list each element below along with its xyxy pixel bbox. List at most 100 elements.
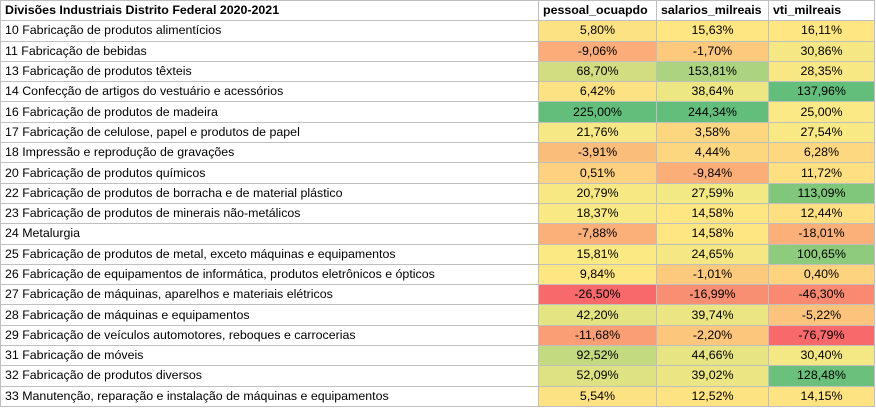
salarios-value-cell[interactable]: -1,70%: [656, 40, 769, 62]
salarios-value-cell[interactable]: 12,52%: [656, 385, 769, 407]
salarios-value-cell[interactable]: 24,65%: [656, 243, 769, 265]
division-label-cell[interactable]: 17 Fabricação de celulose, papel e produ…: [0, 121, 539, 144]
table-row: 11 Fabricação de bebidas -9,06% -1,70% 30,8…: [0, 40, 875, 62]
vti-value-cell[interactable]: 137,96%: [768, 81, 875, 103]
table-row: 33 Manutenção, reparação e instalação de…: [0, 385, 875, 407]
pessoal-value-cell[interactable]: 21,76%: [538, 121, 657, 144]
pessoal-value-cell[interactable]: 52,09%: [538, 365, 657, 387]
division-label-cell[interactable]: 18 Impressão e reprodução de gravações: [0, 142, 539, 164]
pessoal-value-cell[interactable]: 68,70%: [538, 60, 657, 83]
table-row: 28 Fabricação de máquinas e equipamentos…: [0, 304, 875, 326]
salarios-value-cell[interactable]: 4,44%: [656, 142, 769, 164]
table-body: 10 Fabricação de produtos alimentícios 5,…: [0, 20, 875, 407]
salarios-value-cell[interactable]: -2,20%: [656, 324, 769, 347]
vti-value-cell[interactable]: 0,40%: [768, 263, 875, 286]
division-label-cell[interactable]: 24 Metalurgia: [0, 223, 539, 245]
salarios-value-cell[interactable]: 27,59%: [656, 182, 769, 204]
salarios-value-cell[interactable]: 39,74%: [656, 304, 769, 326]
division-label-cell[interactable]: 20 Fabricação de produtos químicos: [0, 162, 539, 184]
table-row: 32 Fabricação de produtos diversos 52,09%…: [0, 365, 875, 387]
header-salarios-cell[interactable]: salarios_milreais: [656, 0, 769, 22]
division-label-cell[interactable]: 16 Fabricação de produtos de madeira: [0, 101, 539, 123]
header-vti-cell[interactable]: vti_milreais: [768, 0, 875, 22]
vti-value-cell[interactable]: 14,15%: [768, 385, 875, 407]
header-title-cell[interactable]: Divisões Industriais Distrito Federal 20…: [0, 0, 539, 22]
pessoal-value-cell[interactable]: 0,51%: [538, 162, 657, 184]
salarios-value-cell[interactable]: 39,02%: [656, 365, 769, 387]
pessoal-value-cell[interactable]: 5,54%: [538, 385, 657, 407]
division-label-cell[interactable]: 27 Fabricação de máquinas, aparelhos e m…: [0, 284, 539, 306]
salarios-value-cell[interactable]: -16,99%: [656, 284, 769, 306]
division-label-cell[interactable]: 11 Fabricação de bebidas: [0, 40, 539, 62]
pessoal-value-cell[interactable]: -11,68%: [538, 324, 657, 347]
division-label-cell[interactable]: 22 Fabricação de produtos de borracha e …: [0, 182, 539, 204]
salarios-value-cell[interactable]: 44,66%: [656, 345, 769, 367]
table-row: 16 Fabricação de produtos de madeira 225,…: [0, 101, 875, 123]
division-label-cell[interactable]: 28 Fabricação de máquinas e equipamentos: [0, 304, 539, 326]
division-label-cell[interactable]: 10 Fabricação de produtos alimentícios: [0, 20, 539, 42]
pessoal-value-cell[interactable]: -3,91%: [538, 142, 657, 164]
table-row: 14 Confecção de artigos do vestuário e a…: [0, 81, 875, 103]
vti-value-cell[interactable]: 25,00%: [768, 101, 875, 123]
division-label-cell[interactable]: 23 Fabricação de produtos de minerais nã…: [0, 202, 539, 225]
division-label-cell[interactable]: 25 Fabricação de produtos de metal, exce…: [0, 243, 539, 265]
vti-value-cell[interactable]: 30,86%: [768, 40, 875, 62]
vti-value-cell[interactable]: 6,28%: [768, 142, 875, 164]
table-row: 26 Fabricação de equipamentos de informá…: [0, 263, 875, 286]
division-label-cell[interactable]: 29 Fabricação de veículos automotores, r…: [0, 324, 539, 347]
header-row: Divisões Industriais Distrito Federal 20…: [0, 0, 875, 22]
vti-value-cell[interactable]: -18,01%: [768, 223, 875, 245]
table-row: 10 Fabricação de produtos alimentícios 5,…: [0, 20, 875, 42]
vti-value-cell[interactable]: 16,11%: [768, 20, 875, 42]
table-row: 13 Fabricação de produtos têxteis 68,70% 1…: [0, 60, 875, 83]
table-row: 25 Fabricação de produtos de metal, exce…: [0, 243, 875, 265]
pessoal-value-cell[interactable]: 92,52%: [538, 345, 657, 367]
pessoal-value-cell[interactable]: -9,06%: [538, 40, 657, 62]
table-row: 22 Fabricação de produtos de borracha e …: [0, 182, 875, 204]
division-label-cell[interactable]: 13 Fabricação de produtos têxteis: [0, 60, 539, 83]
pessoal-value-cell[interactable]: 20,79%: [538, 182, 657, 204]
pessoal-value-cell[interactable]: 5,80%: [538, 20, 657, 42]
vti-value-cell[interactable]: -76,79%: [768, 324, 875, 347]
salarios-value-cell[interactable]: 38,64%: [656, 81, 769, 103]
table-row: 27 Fabricação de máquinas, aparelhos e m…: [0, 284, 875, 306]
salarios-value-cell[interactable]: -9,84%: [656, 162, 769, 184]
pessoal-value-cell[interactable]: 18,37%: [538, 202, 657, 225]
pessoal-value-cell[interactable]: -7,88%: [538, 223, 657, 245]
vti-value-cell[interactable]: 128,48%: [768, 365, 875, 387]
vti-value-cell[interactable]: 100,65%: [768, 243, 875, 265]
salarios-value-cell[interactable]: 153,81%: [656, 60, 769, 83]
vti-value-cell[interactable]: 27,54%: [768, 121, 875, 144]
vti-value-cell[interactable]: 12,44%: [768, 202, 875, 225]
table-row: 24 Metalurgia -7,88% 14,58% -18,01%: [0, 223, 875, 245]
pessoal-value-cell[interactable]: 225,00%: [538, 101, 657, 123]
salarios-value-cell[interactable]: 244,34%: [656, 101, 769, 123]
salarios-value-cell[interactable]: -1,01%: [656, 263, 769, 286]
pessoal-value-cell[interactable]: 15,81%: [538, 243, 657, 265]
vti-value-cell[interactable]: 11,72%: [768, 162, 875, 184]
division-label-cell[interactable]: 33 Manutenção, reparação e instalação de…: [0, 385, 539, 407]
pessoal-value-cell[interactable]: 6,42%: [538, 81, 657, 103]
division-label-cell[interactable]: 31 Fabricação de móveis: [0, 345, 539, 367]
division-label-cell[interactable]: 32 Fabricação de produtos diversos: [0, 365, 539, 387]
table-row: 20 Fabricação de produtos químicos 0,51% -…: [0, 162, 875, 184]
vti-value-cell[interactable]: 28,35%: [768, 60, 875, 83]
salarios-value-cell[interactable]: 14,58%: [656, 223, 769, 245]
division-label-cell[interactable]: 14 Confecção de artigos do vestuário e a…: [0, 81, 539, 103]
salarios-value-cell[interactable]: 15,63%: [656, 20, 769, 42]
pessoal-value-cell[interactable]: -26,50%: [538, 284, 657, 306]
table-row: 17 Fabricação de celulose, papel e produ…: [0, 121, 875, 144]
table-row: 29 Fabricação de veículos automotores, r…: [0, 324, 875, 347]
vti-value-cell[interactable]: -46,30%: [768, 284, 875, 306]
pessoal-value-cell[interactable]: 42,20%: [538, 304, 657, 326]
vti-value-cell[interactable]: -5,22%: [768, 304, 875, 326]
pessoal-value-cell[interactable]: 9,84%: [538, 263, 657, 286]
header-pessoal-cell[interactable]: pessoal_ocuapdo: [538, 0, 657, 22]
vti-value-cell[interactable]: 113,09%: [768, 182, 875, 204]
vti-value-cell[interactable]: 30,40%: [768, 345, 875, 367]
salarios-value-cell[interactable]: 14,58%: [656, 202, 769, 225]
division-label-cell[interactable]: 26 Fabricação de equipamentos de informá…: [0, 263, 539, 286]
salarios-value-cell[interactable]: 3,58%: [656, 121, 769, 144]
